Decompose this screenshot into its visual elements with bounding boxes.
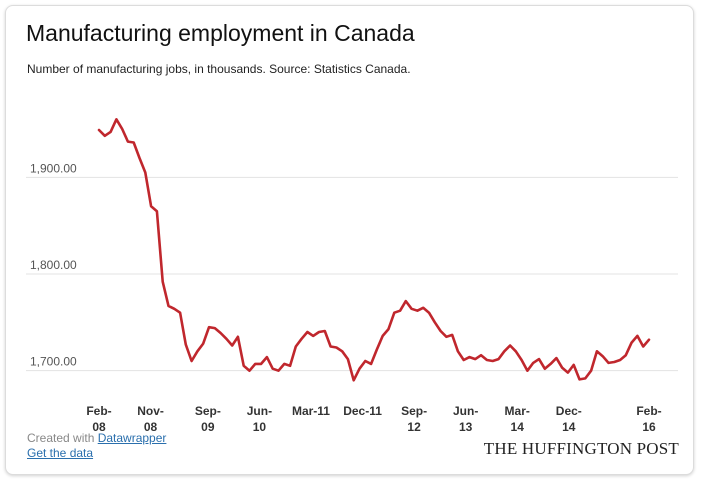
x-tick-label-line2: 09 — [201, 420, 215, 434]
x-axis-ticks: Feb- 08 Nov- 08 Sep- 09 Jun- 10 Mar-11 Dec-11 Sep-… — [86, 404, 661, 434]
y-axis-ticks: 1,700.00 1,800.00 1,900.00 — [30, 161, 77, 368]
y-tick-label: 1,800.00 — [30, 258, 77, 272]
x-tick-label-line2: 08 — [92, 420, 106, 434]
x-tick-label: Feb- — [636, 404, 661, 418]
series-points — [98, 118, 651, 382]
huffington-post-logo: THE HUFFINGTON POST — [483, 439, 679, 458]
x-tick-label: Sep- — [195, 404, 221, 418]
x-tick-label: Jun- — [247, 404, 272, 418]
x-tick-label-line2: 13 — [459, 420, 473, 434]
x-tick-label: Dec- — [556, 404, 582, 418]
x-tick-label-line2: 16 — [642, 420, 656, 434]
x-tick-label: Nov- — [137, 404, 164, 418]
x-tick-label: Mar- — [505, 404, 530, 418]
x-tick-label: Jun- — [453, 404, 478, 418]
x-tick-label: Dec-11 — [343, 404, 382, 418]
x-tick-label: Feb- — [86, 404, 111, 418]
chart-card — [5, 5, 694, 475]
y-tick-label: 1,700.00 — [30, 355, 77, 369]
x-tick-label-line2: 08 — [144, 420, 158, 434]
x-tick-label: Mar-11 — [292, 404, 330, 418]
get-the-data-link[interactable]: Get the data — [27, 446, 94, 460]
x-tick-label-line2: 10 — [253, 420, 267, 434]
x-tick-label: Sep- — [401, 404, 427, 418]
x-tick-label-line2: 14 — [562, 420, 576, 434]
gridlines — [26, 176, 678, 372]
y-tick-label: 1,900.00 — [30, 161, 77, 175]
x-tick-label-line2: 12 — [407, 420, 421, 434]
series-line — [97, 118, 651, 382]
credits: Created with Datawrapper Get the data — [27, 431, 166, 461]
x-tick-label-line2: 14 — [511, 420, 525, 434]
created-with-text: Created with — [27, 431, 98, 445]
datawrapper-link[interactable]: Datawrapper — [97, 431, 167, 445]
chart-subtitle: Number of manufacturing jobs, in thousan… — [27, 62, 411, 76]
chart-title: Manufacturing employment in Canada — [26, 20, 415, 46]
